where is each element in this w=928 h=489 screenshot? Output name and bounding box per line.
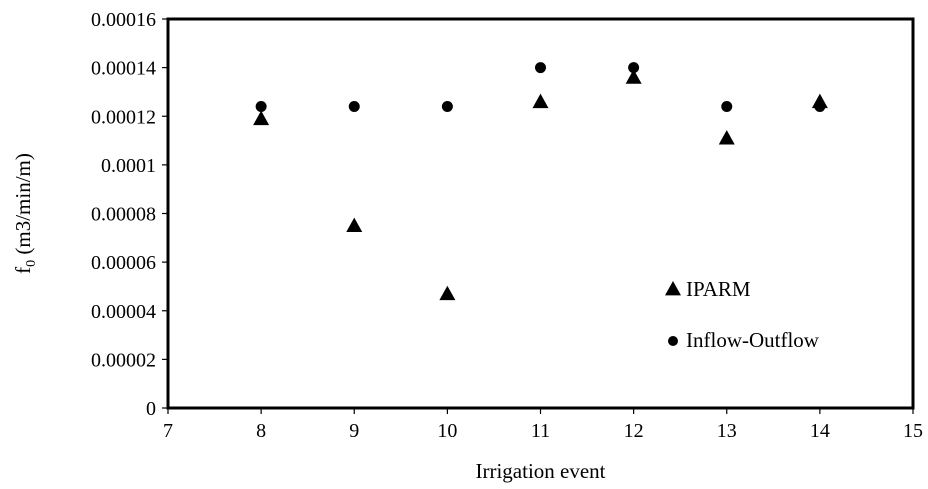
y-tick-label: 0.00012	[91, 106, 156, 128]
y-axis-title-units: (m3/min/m)	[11, 153, 35, 260]
iparm-point	[439, 285, 456, 301]
x-tick-label: 15	[903, 420, 923, 442]
legend-label-iparm: IPARM	[686, 277, 751, 301]
y-axis-title-subscript: 0	[24, 260, 39, 267]
x-axis-ticks: 7 8 9 10 11 12 13 14 15	[163, 408, 923, 442]
iparm-point	[253, 110, 270, 126]
iparm-point	[625, 69, 642, 84]
y-tick-label: 0.00008	[91, 204, 156, 226]
legend: IPARM Inflow-Outflow	[665, 277, 820, 352]
inflow-outflow-point	[628, 62, 640, 74]
iparm-point	[718, 130, 735, 145]
inflow-outflow-point	[814, 101, 826, 113]
y-tick-label: 0.00002	[91, 349, 156, 371]
y-tick-label: 0.00006	[91, 252, 156, 274]
x-tick-label: 12	[624, 420, 644, 442]
x-axis-title: Irrigation event	[475, 459, 605, 483]
y-axis-ticks: 0 0.00002 0.00004 0.00006 0.00008 0.0001 0.000…	[91, 9, 168, 420]
y-tick-label: 0.00004	[91, 301, 156, 323]
x-tick-label: 8	[256, 420, 266, 442]
y-tick-label: 0.0001	[101, 155, 156, 177]
legend-triangle-marker	[665, 281, 681, 296]
y-tick-label: 0	[146, 398, 156, 420]
y-axis-title-main: f	[11, 267, 35, 274]
inflow-outflow-point	[721, 101, 733, 113]
x-tick-label: 14	[810, 420, 830, 442]
iparm-point	[346, 217, 363, 233]
data-markers	[253, 62, 828, 301]
legend-label-inflow-outflow: Inflow-Outflow	[686, 328, 820, 352]
inflow-outflow-point	[441, 101, 453, 113]
legend-item-iparm: IPARM	[665, 277, 751, 301]
y-tick-label: 0.00014	[91, 58, 156, 80]
inflow-outflow-point	[348, 101, 360, 113]
legend-item-inflow-outflow: Inflow-Outflow	[668, 328, 820, 352]
x-tick-label: 9	[349, 420, 359, 442]
x-tick-label: 7	[163, 420, 173, 442]
iparm-point	[532, 93, 549, 109]
y-axis-title: f0 (m3/min/m)	[11, 153, 39, 274]
x-tick-label: 10	[437, 420, 457, 442]
x-tick-label: 11	[531, 420, 550, 442]
legend-circle-marker	[668, 336, 678, 346]
inflow-outflow-point	[255, 101, 267, 113]
y-tick-label: 0.00016	[91, 9, 156, 31]
inflow-outflow-point	[535, 62, 546, 74]
x-tick-label: 13	[717, 420, 737, 442]
